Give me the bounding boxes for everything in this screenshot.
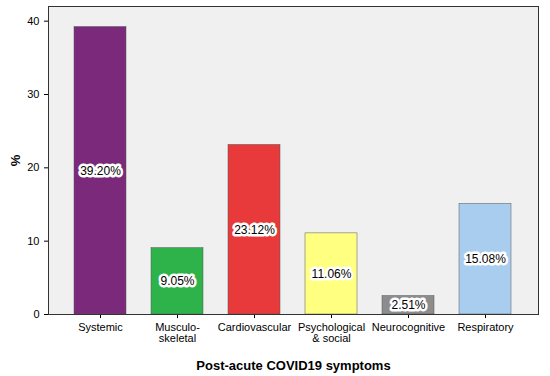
svg-text:0: 0 <box>33 308 39 320</box>
svg-text:Post-acute COVID19 symptoms: Post-acute COVID19 symptoms <box>196 358 390 373</box>
svg-text:Psychological& social: Psychological& social <box>298 321 365 344</box>
svg-text:Neurocognitive: Neurocognitive <box>372 321 445 333</box>
svg-text:39.20%: 39.20% <box>80 164 121 178</box>
svg-text:Respiratory: Respiratory <box>457 321 514 333</box>
svg-text:Systemic: Systemic <box>78 321 123 333</box>
svg-text:20: 20 <box>27 161 39 173</box>
svg-text:9.05%: 9.05% <box>160 274 194 288</box>
svg-text:15.08%: 15.08% <box>465 252 506 266</box>
svg-text:%: % <box>8 154 23 166</box>
svg-text:40: 40 <box>27 15 39 27</box>
svg-text:10: 10 <box>27 235 39 247</box>
svg-text:Musculo-skeletal: Musculo-skeletal <box>155 321 200 344</box>
svg-text:11.06%: 11.06% <box>312 267 352 281</box>
svg-text:2.51%: 2.51% <box>391 298 425 312</box>
svg-text:Cardiovascular: Cardiovascular <box>218 321 292 333</box>
svg-text:30: 30 <box>27 88 39 100</box>
svg-text:23.12%: 23.12% <box>234 223 275 237</box>
